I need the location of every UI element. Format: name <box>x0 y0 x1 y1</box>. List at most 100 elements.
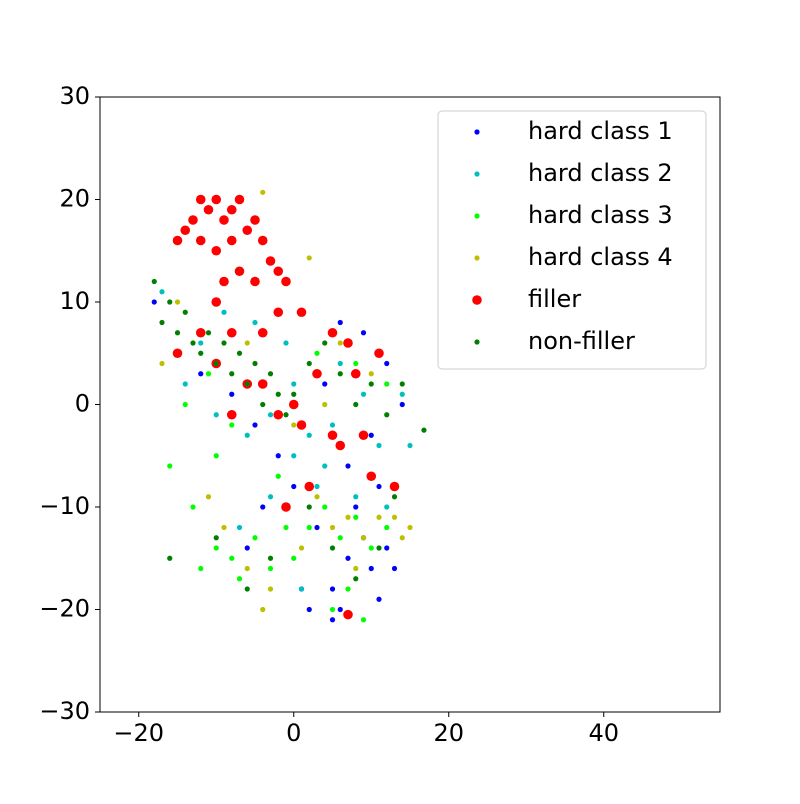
point <box>384 545 390 551</box>
y-tick-label: 20 <box>59 185 90 213</box>
point <box>329 606 336 613</box>
point <box>298 586 305 592</box>
point <box>226 409 237 420</box>
point <box>213 412 219 418</box>
point <box>407 442 413 449</box>
point <box>306 360 312 367</box>
point <box>345 586 351 592</box>
point <box>221 524 227 531</box>
point <box>252 422 258 428</box>
legend-marker <box>474 255 480 261</box>
point <box>273 307 284 318</box>
point <box>335 440 346 451</box>
point <box>314 494 320 500</box>
point <box>329 617 336 623</box>
point <box>291 391 297 397</box>
point <box>322 401 328 408</box>
point <box>345 555 351 561</box>
point <box>203 204 214 215</box>
point <box>211 297 222 307</box>
point <box>180 225 191 236</box>
point <box>260 401 266 408</box>
point <box>260 189 266 195</box>
point <box>174 299 181 305</box>
point <box>219 276 229 287</box>
point <box>236 350 243 356</box>
point <box>337 606 343 613</box>
point <box>353 504 359 510</box>
point <box>399 401 405 408</box>
point <box>205 494 212 500</box>
point <box>281 502 291 512</box>
point <box>244 381 250 387</box>
point <box>273 409 284 420</box>
point <box>314 483 320 490</box>
point <box>244 432 250 438</box>
point <box>198 371 204 377</box>
point <box>360 617 367 623</box>
point <box>213 360 219 367</box>
point <box>399 381 405 387</box>
point <box>250 215 260 225</box>
y-tick-label: 10 <box>59 287 90 315</box>
point <box>329 524 336 531</box>
point <box>190 504 196 510</box>
point <box>343 609 353 620</box>
point <box>167 555 173 561</box>
legend-marker <box>474 129 480 135</box>
point <box>360 535 367 541</box>
point <box>213 545 219 551</box>
x-tick-label: −20 <box>113 719 164 747</box>
point <box>306 524 312 531</box>
point <box>265 256 276 266</box>
point <box>242 225 253 236</box>
point <box>291 381 297 387</box>
point <box>368 565 374 572</box>
point <box>226 235 237 246</box>
point <box>190 340 196 346</box>
point <box>252 360 258 367</box>
point <box>198 340 204 346</box>
point <box>172 348 183 359</box>
point <box>288 399 299 410</box>
point <box>368 381 374 387</box>
point <box>350 368 361 379</box>
point <box>226 327 237 338</box>
point <box>275 391 281 397</box>
point <box>384 524 390 531</box>
point <box>306 606 312 613</box>
point <box>337 371 343 377</box>
y-tick-label: −20 <box>39 595 90 623</box>
point <box>314 524 320 531</box>
point <box>198 565 204 572</box>
y-tick-label: −30 <box>39 697 90 725</box>
legend-label: hard class 4 <box>528 243 673 271</box>
point <box>421 427 427 433</box>
point <box>306 255 312 261</box>
point <box>226 204 237 215</box>
point <box>407 524 413 531</box>
point <box>306 504 312 510</box>
point <box>283 340 289 346</box>
point <box>291 555 297 561</box>
point <box>353 514 359 520</box>
point <box>296 420 307 430</box>
point <box>353 565 359 572</box>
legend-marker <box>472 295 482 305</box>
point <box>205 371 212 377</box>
x-tick-label: 0 <box>286 719 301 747</box>
legend-label: hard class 2 <box>528 159 673 187</box>
point <box>221 340 227 346</box>
legend-marker <box>474 339 480 345</box>
point <box>399 391 405 397</box>
point <box>391 565 398 572</box>
point <box>229 391 235 397</box>
legend-marker <box>474 213 480 219</box>
point <box>195 235 206 246</box>
point <box>275 473 281 479</box>
x-tick-label: 40 <box>588 719 619 747</box>
point <box>366 471 377 482</box>
point <box>312 368 322 379</box>
point <box>368 545 374 551</box>
